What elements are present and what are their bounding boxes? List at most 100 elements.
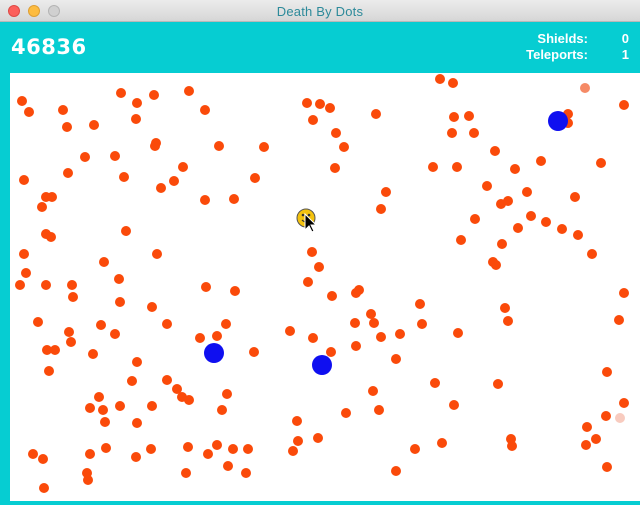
enemy-dot [181, 468, 191, 478]
shields-count: 0 [621, 31, 629, 46]
enemy-dot [591, 434, 601, 444]
enemy-dot [464, 111, 474, 121]
maximize-window-button[interactable] [48, 5, 60, 17]
enemy-dot [119, 172, 129, 182]
enemy-dot [47, 192, 57, 202]
enemy-dot [132, 357, 142, 367]
enemy-dot [132, 98, 142, 108]
enemy-dot [292, 416, 302, 426]
enemy-dot [89, 120, 99, 130]
enemy-dot [497, 239, 507, 249]
enemy-dot [447, 128, 457, 138]
enemy-dot [101, 443, 111, 453]
enemy-dot [391, 354, 401, 364]
enemy-dot [491, 260, 501, 270]
enemy-dot [350, 318, 360, 328]
game-playfield[interactable] [10, 73, 640, 501]
enemy-dot [490, 146, 500, 156]
enemy-dot [326, 347, 336, 357]
enemy-dot [156, 183, 166, 193]
playfield-canvas[interactable] [10, 73, 640, 501]
enemy-dot [212, 440, 222, 450]
enemy-dot [222, 389, 232, 399]
enemy-dot [570, 192, 580, 202]
enemy-dot [229, 194, 239, 204]
teleports-count: 1 [621, 47, 629, 62]
enemy-dot [223, 461, 233, 471]
enemy-dot [183, 442, 193, 452]
close-window-button[interactable] [8, 5, 20, 17]
enemy-dot [44, 366, 54, 376]
enemy-dot [453, 328, 463, 338]
enemy-dot [308, 333, 318, 343]
enemy-dot [33, 317, 43, 327]
window-title: Death By Dots [276, 4, 364, 19]
enemy-dot [469, 128, 479, 138]
enemy-dot [249, 347, 259, 357]
enemy-dot [85, 403, 95, 413]
enemy-dot [293, 436, 303, 446]
enemy-dot [201, 282, 211, 292]
enemy-dot [259, 142, 269, 152]
enemy-dot [503, 196, 513, 206]
enemy-dot [38, 454, 48, 464]
enemy-dot [195, 333, 205, 343]
enemy-dot [500, 303, 510, 313]
enemy-dot [149, 90, 159, 100]
hud-bar: 46836 Shields: 0 Teleports: 1 [0, 22, 640, 73]
enemy-dot [288, 446, 298, 456]
spawning-dot [580, 83, 590, 93]
enemy-dot [602, 462, 612, 472]
enemy-dot [369, 318, 379, 328]
enemy-dot [241, 468, 251, 478]
enemy-dot [351, 341, 361, 351]
enemy-dots [15, 74, 629, 493]
enemy-dot [146, 444, 156, 454]
enemy-dot [307, 247, 317, 257]
teleporter-dots [204, 111, 568, 375]
enemy-dot [21, 268, 31, 278]
enemy-dot [221, 319, 231, 329]
smiley-eye [307, 213, 311, 217]
enemy-dot [217, 405, 227, 415]
enemy-dot [250, 173, 260, 183]
enemy-dot [456, 235, 466, 245]
enemy-dot [203, 449, 213, 459]
enemy-dot [228, 444, 238, 454]
enemy-dot [127, 376, 137, 386]
enemy-dot [327, 291, 337, 301]
enemy-dot [66, 337, 76, 347]
enemy-dot [230, 286, 240, 296]
minimize-window-button[interactable] [28, 5, 40, 17]
enemy-dot [19, 175, 29, 185]
enemy-dot [46, 232, 56, 242]
enemy-dot [17, 96, 27, 106]
enemy-dot [83, 475, 93, 485]
score-display: 46836 [11, 35, 87, 59]
enemy-dot [510, 164, 520, 174]
enemy-dot [391, 466, 401, 476]
enemy-dot [368, 386, 378, 396]
enemy-dot [110, 329, 120, 339]
enemy-dot [315, 99, 325, 109]
enemy-dot [448, 78, 458, 88]
enemy-dot [541, 217, 551, 227]
enemy-dot [513, 223, 523, 233]
enemy-dot [331, 128, 341, 138]
enemy-dot [587, 249, 597, 259]
enemy-dot [493, 379, 503, 389]
enemy-dot [452, 162, 462, 172]
enemy-dot [395, 329, 405, 339]
smiley-eye [301, 213, 305, 217]
playfield-border-left [0, 73, 10, 505]
teleporter-dot [204, 343, 224, 363]
enemy-dot [325, 103, 335, 113]
enemy-dot [68, 292, 78, 302]
enemy-dot [374, 405, 384, 415]
playfield-border-bottom [0, 501, 640, 505]
enemy-dot [371, 109, 381, 119]
enemy-dot [449, 112, 459, 122]
enemy-dot [601, 411, 611, 421]
enemy-dot [64, 327, 74, 337]
enemy-dot [417, 319, 427, 329]
